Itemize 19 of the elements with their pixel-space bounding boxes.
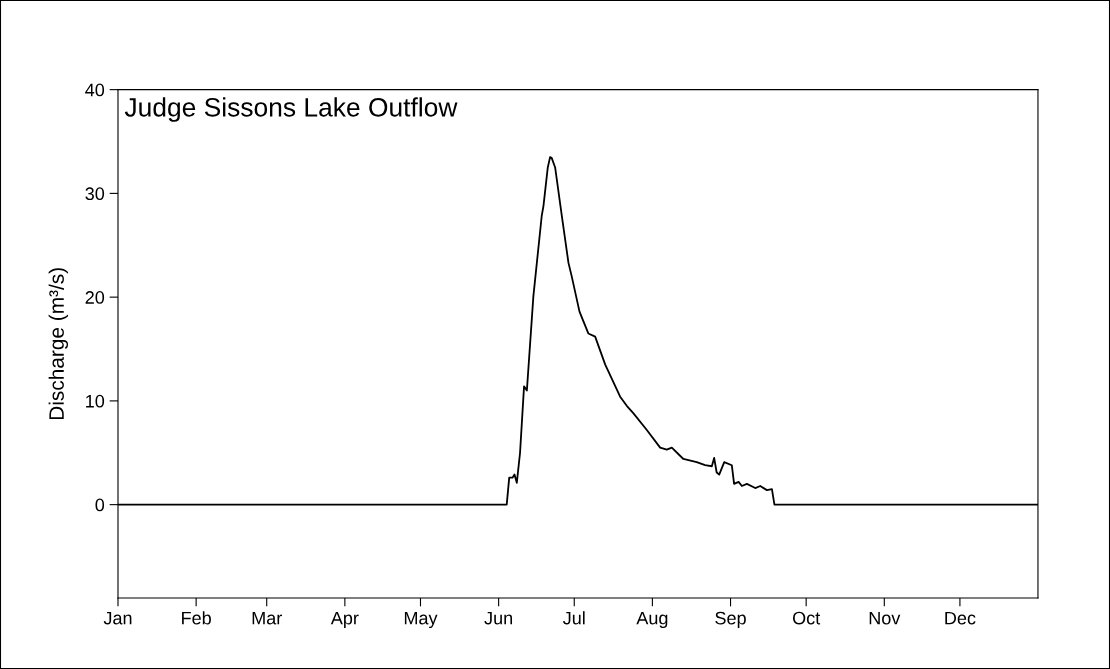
y-tick-label: 40	[85, 83, 105, 97]
x-tick-label: Mar	[252, 611, 282, 625]
x-tick-label: Jun	[484, 611, 513, 625]
x-tick-label: Jul	[562, 611, 585, 625]
chart-title: Judge Sissons Lake Outflow	[124, 97, 458, 122]
y-tick-label: 30	[85, 187, 105, 201]
x-tick-label: Sep	[715, 611, 746, 629]
y-tick-label: 10	[86, 394, 105, 408]
x-tick-label: Aug	[636, 611, 668, 629]
x-tick-label: Jan	[103, 611, 132, 625]
y-axis-title: Discharge (m³/s)	[48, 268, 69, 420]
x-tick-label: Dec	[945, 611, 976, 625]
y-tick-label: 20	[85, 291, 105, 304]
x-tick-label: May	[404, 611, 438, 629]
x-tick-label: Apr	[330, 611, 359, 629]
x-tick-label: Nov	[869, 611, 901, 625]
x-tick-label: Feb	[182, 611, 211, 625]
y-tick-label: 0	[95, 498, 105, 512]
x-tick-label: Oct	[792, 611, 821, 625]
